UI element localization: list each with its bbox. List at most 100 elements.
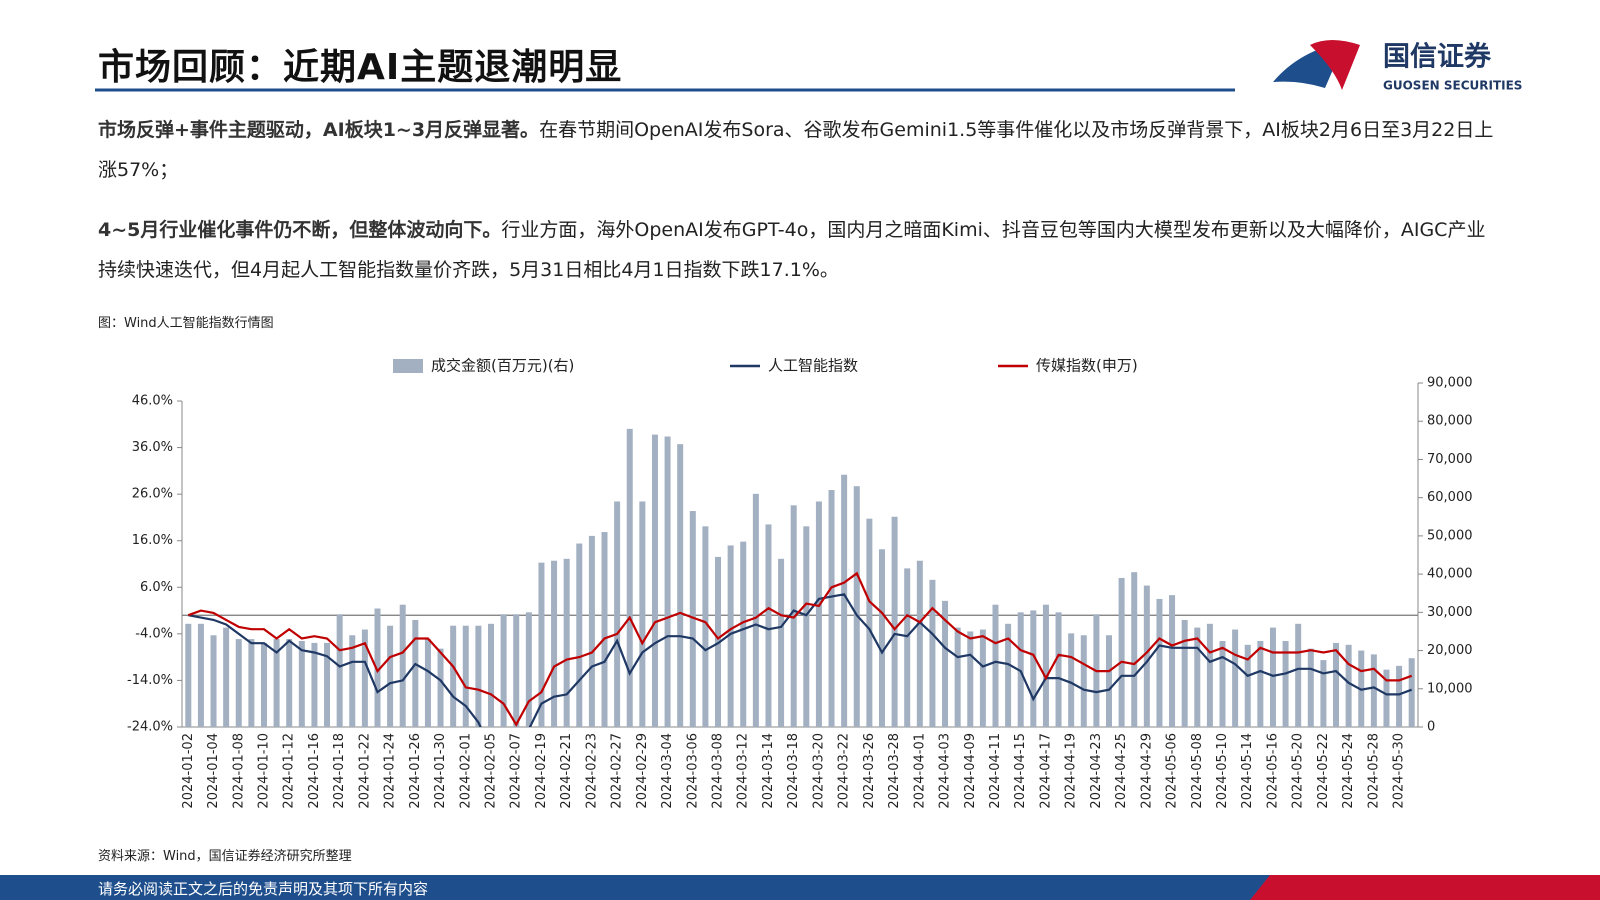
y2-tick-label: 10,000	[1427, 681, 1473, 696]
header-decor: 国信证券 GUOSEN SECURITIES	[95, 40, 1522, 93]
paragraph: 4~5月行业催化事件仍不断，但整体波动向下。行业方面，海外OpenAI发布GPT…	[98, 210, 1498, 290]
bar	[1307, 648, 1314, 727]
bar	[273, 639, 280, 727]
bar	[891, 516, 898, 727]
logo-cn: 国信证券	[1383, 41, 1492, 73]
chart: -24.0% -14.0% -4.0% 6.0% 16.0% 26.0% 36.0% 46.0…	[127, 357, 1473, 809]
bar	[1257, 641, 1264, 727]
x-tick-label: 2024-05-06	[1165, 733, 1180, 809]
slide-title: 市场回顾：近期AI主题退潮明显	[98, 47, 623, 88]
bar	[412, 619, 419, 727]
x-tick-label: 2024-03-08	[711, 733, 726, 809]
x-tick-label: 2024-02-01	[458, 733, 473, 809]
bar	[1169, 595, 1176, 727]
bar	[538, 562, 545, 727]
legend-label: 成交金额(百万元)(右)	[431, 357, 574, 375]
x-tick-label: 2024-05-30	[1392, 733, 1407, 809]
bar	[601, 532, 608, 727]
x-tick-label: 2024-01-16	[307, 733, 322, 809]
bar	[223, 627, 230, 727]
y2-tick-label: 90,000	[1427, 376, 1473, 391]
bar	[1333, 642, 1340, 727]
y-tick-label: 6.0%	[140, 580, 173, 595]
y-tick-label: -24.0%	[127, 720, 173, 735]
bar	[1244, 644, 1251, 727]
x-tick-label: 2024-02-19	[534, 733, 549, 809]
bar	[1030, 610, 1037, 727]
bar	[450, 625, 457, 727]
bar	[1181, 619, 1188, 727]
x-tick-label: 2024-05-10	[1215, 733, 1230, 809]
x-tick-label: 2024-04-19	[1064, 733, 1079, 809]
bar	[1383, 669, 1390, 727]
y-tick-label: -14.0%	[127, 673, 173, 688]
bar	[841, 474, 848, 727]
x-tick-label: 2024-01-10	[256, 733, 271, 809]
bar	[979, 629, 986, 727]
bar	[513, 614, 520, 727]
bar	[740, 541, 747, 727]
footer-red	[1250, 875, 1600, 900]
bar	[639, 501, 646, 727]
x-tick-label: 2024-01-12	[282, 733, 297, 809]
bar	[1068, 633, 1075, 727]
x-tick-label: 2024-01-02	[181, 733, 196, 809]
bar	[1282, 641, 1289, 727]
x-tick-label: 2024-01-30	[433, 733, 448, 809]
bar	[1206, 623, 1213, 727]
bar	[1269, 627, 1276, 727]
bar	[803, 526, 810, 727]
bar	[235, 639, 242, 727]
bar	[210, 635, 217, 727]
bar	[815, 501, 822, 727]
body-text: 行业方面，海外OpenAI发布GPT-4o，国内月之暗面Kimi、抖音豆包等国内…	[98, 219, 1486, 281]
x-tick-label: 2024-04-29	[1139, 733, 1154, 809]
x-tick-label: 2024-04-11	[988, 733, 1003, 809]
bar	[1131, 572, 1138, 727]
bar	[614, 501, 621, 727]
bar	[677, 444, 684, 727]
footer-band	[0, 875, 1600, 900]
legend-label: 人工智能指数	[768, 357, 858, 375]
x-tick-label: 2024-03-04	[660, 733, 675, 809]
x-tick-label: 2024-03-18	[786, 733, 801, 809]
bar	[1370, 654, 1377, 727]
x-tick-label: 2024-05-22	[1316, 733, 1331, 809]
x-tick-label: 2024-03-28	[887, 733, 902, 809]
x-tick-label: 2024-03-20	[811, 733, 826, 809]
bar	[424, 639, 431, 727]
bar	[324, 642, 331, 727]
x-tick-label: 2024-02-29	[635, 733, 650, 809]
bar	[765, 524, 772, 727]
x-tick-label: 2024-01-04	[206, 733, 221, 809]
bar	[576, 543, 583, 727]
bar	[866, 518, 873, 727]
figure-caption: 图：Wind人工智能指数行情图	[98, 316, 274, 331]
y2-tick-label: 30,000	[1427, 605, 1473, 620]
source-note: 资料来源：Wind，国信证券经济研究所整理	[98, 849, 352, 864]
bar	[500, 614, 507, 727]
footer-text: 请务必阅读正文之后的免责声明及其项下所有内容	[98, 880, 429, 898]
bar	[904, 568, 911, 727]
bar	[778, 558, 785, 727]
bar	[1017, 612, 1024, 727]
bar	[260, 642, 267, 727]
x-tick-label: 2024-02-21	[559, 733, 574, 809]
y2-tick-label: 60,000	[1427, 490, 1473, 505]
x-tick-label: 2024-03-06	[685, 733, 700, 809]
bar	[929, 579, 936, 727]
y2-tick-label: 50,000	[1427, 528, 1473, 543]
x-tick-label: 2024-04-17	[1038, 733, 1053, 809]
bar	[1345, 644, 1352, 727]
bar	[437, 648, 444, 727]
bar	[689, 511, 696, 727]
x-tick-label: 2024-05-28	[1366, 733, 1381, 809]
bar	[399, 604, 406, 727]
y-tick-label: 16.0%	[132, 533, 173, 548]
bar	[336, 614, 343, 727]
x-tick-label: 2024-02-23	[584, 733, 599, 809]
x-tick-label: 2024-01-08	[231, 733, 246, 809]
bar	[374, 608, 381, 727]
y-tick-label: -4.0%	[135, 626, 173, 641]
